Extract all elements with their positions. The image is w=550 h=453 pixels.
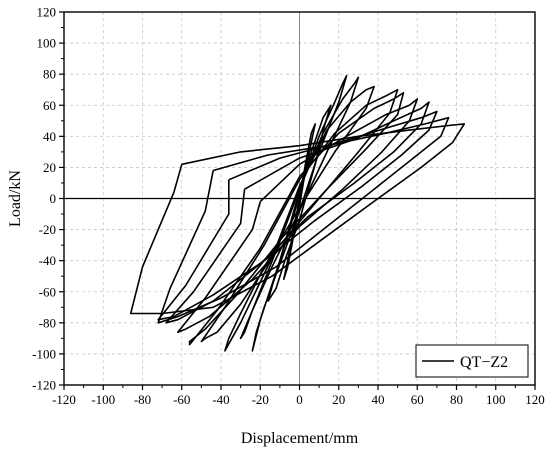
y-tick-label: -40 xyxy=(39,253,56,268)
legend-entry-qt-z2: QT−Z2 xyxy=(460,354,508,371)
hysteresis-curves xyxy=(129,74,466,352)
x-tick-label: 80 xyxy=(450,392,463,407)
x-tick-label: 100 xyxy=(486,392,506,407)
y-tick-label: -100 xyxy=(32,346,56,361)
y-tick-label: -20 xyxy=(39,222,56,237)
y-tick-label: -120 xyxy=(32,378,56,393)
y-tick-label: 60 xyxy=(43,98,56,113)
hysteresis-loop-10 xyxy=(157,110,438,321)
y-tick-label: 100 xyxy=(37,36,57,51)
y-tick-label: 0 xyxy=(50,191,57,206)
x-tick-label: 60 xyxy=(411,392,424,407)
hysteresis-loop-11 xyxy=(157,116,450,324)
hysteresis-loop-8 xyxy=(177,98,419,334)
hysteresis-loop-5 xyxy=(224,85,375,352)
x-tick-label: 20 xyxy=(332,392,345,407)
x-tick-label: -40 xyxy=(212,392,229,407)
hysteresis-loop-6 xyxy=(200,88,399,343)
y-tick-label: 40 xyxy=(43,129,56,144)
hysteresis-loop-12 xyxy=(129,123,466,315)
tick-labels: -120 -100 -80 -60 -40 -20 0 20 40 60 80 100 120-120-… xyxy=(32,5,545,408)
x-tick-label: -60 xyxy=(173,392,190,407)
x-tick-label: -20 xyxy=(252,392,269,407)
legend: QT−Z2 xyxy=(415,344,529,378)
x-tick-label: -80 xyxy=(134,392,151,407)
x-tick-label: -100 xyxy=(91,392,115,407)
y-tick-label: -60 xyxy=(39,284,56,299)
hysteresis-loop-7 xyxy=(188,92,405,346)
x-tick-label: 120 xyxy=(525,392,545,407)
axis-ticks xyxy=(59,11,536,390)
x-axis-title: Displacement/mm xyxy=(241,430,359,447)
x-tick-label: -120 xyxy=(52,392,76,407)
hysteresis-loop-4 xyxy=(239,76,360,340)
y-tick-label: 120 xyxy=(37,5,57,20)
y-tick-label: -80 xyxy=(39,315,56,330)
x-tick-label: 0 xyxy=(296,392,303,407)
y-axis-title: Load/kN xyxy=(7,170,24,227)
y-tick-label: 20 xyxy=(43,160,56,175)
y-tick-label: 80 xyxy=(43,67,56,82)
x-tick-label: 40 xyxy=(372,392,385,407)
hysteresis-loop-1 xyxy=(282,123,317,281)
